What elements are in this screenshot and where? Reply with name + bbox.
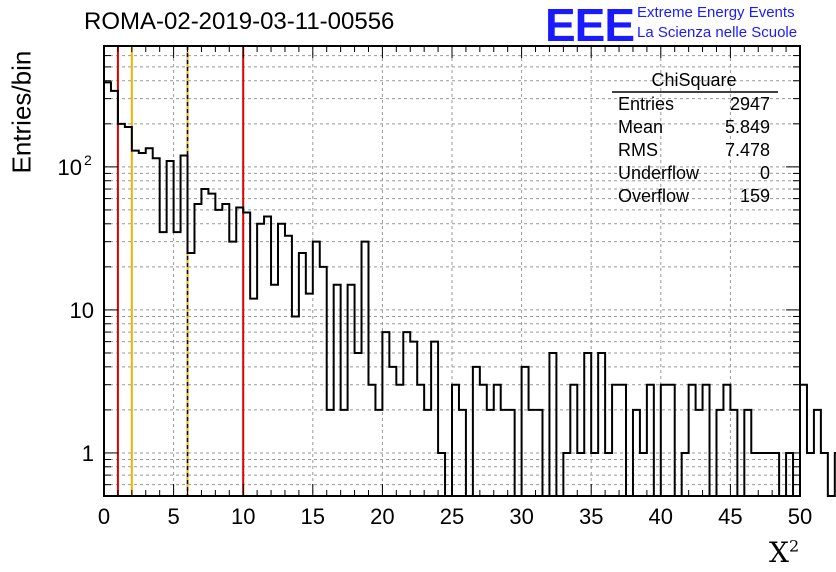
stats-value: 2947 <box>730 94 770 114</box>
stats-value: 159 <box>740 186 770 206</box>
stats-label: Overflow <box>618 186 690 206</box>
y-tick-label-exponent: 2 <box>84 152 92 168</box>
logo-caption-line1: Extreme Energy Events <box>637 4 795 21</box>
eee-logo: EEE <box>545 0 635 51</box>
stats-label: Entries <box>618 94 674 114</box>
stats-box-title: ChiSquare <box>651 70 736 90</box>
x-tick-label: 5 <box>167 504 179 529</box>
x-tick-label: 30 <box>509 504 533 529</box>
x-tick-label: 20 <box>370 504 394 529</box>
stats-label: RMS <box>618 140 658 160</box>
x-tick-label: 45 <box>718 504 742 529</box>
x-tick-label: 35 <box>579 504 603 529</box>
x-tick-label: 10 <box>231 504 255 529</box>
plot-title: ROMA-02-2019-03-11-00556 <box>84 8 395 35</box>
logo-caption-line2: La Scienza nelle Scuole <box>637 24 798 41</box>
stats-label: Mean <box>618 117 663 137</box>
x-tick-label: 40 <box>649 504 673 529</box>
x-axis-label: X2 <box>769 536 800 569</box>
x-tick-label: 50 <box>788 504 812 529</box>
stats-label: Underflow <box>618 163 700 183</box>
x-tick-label: 15 <box>301 504 325 529</box>
y-tick-label: 10 <box>58 155 82 180</box>
stats-value: 7.478 <box>725 140 770 160</box>
x-tick-label: 25 <box>440 504 464 529</box>
y-tick-label: 10 <box>70 298 94 323</box>
x-tick-label: 0 <box>98 504 110 529</box>
y-tick-label: 1 <box>82 441 94 466</box>
stats-value: 5.849 <box>725 117 770 137</box>
histogram-series <box>104 81 836 497</box>
stats-value: 0 <box>760 163 770 183</box>
